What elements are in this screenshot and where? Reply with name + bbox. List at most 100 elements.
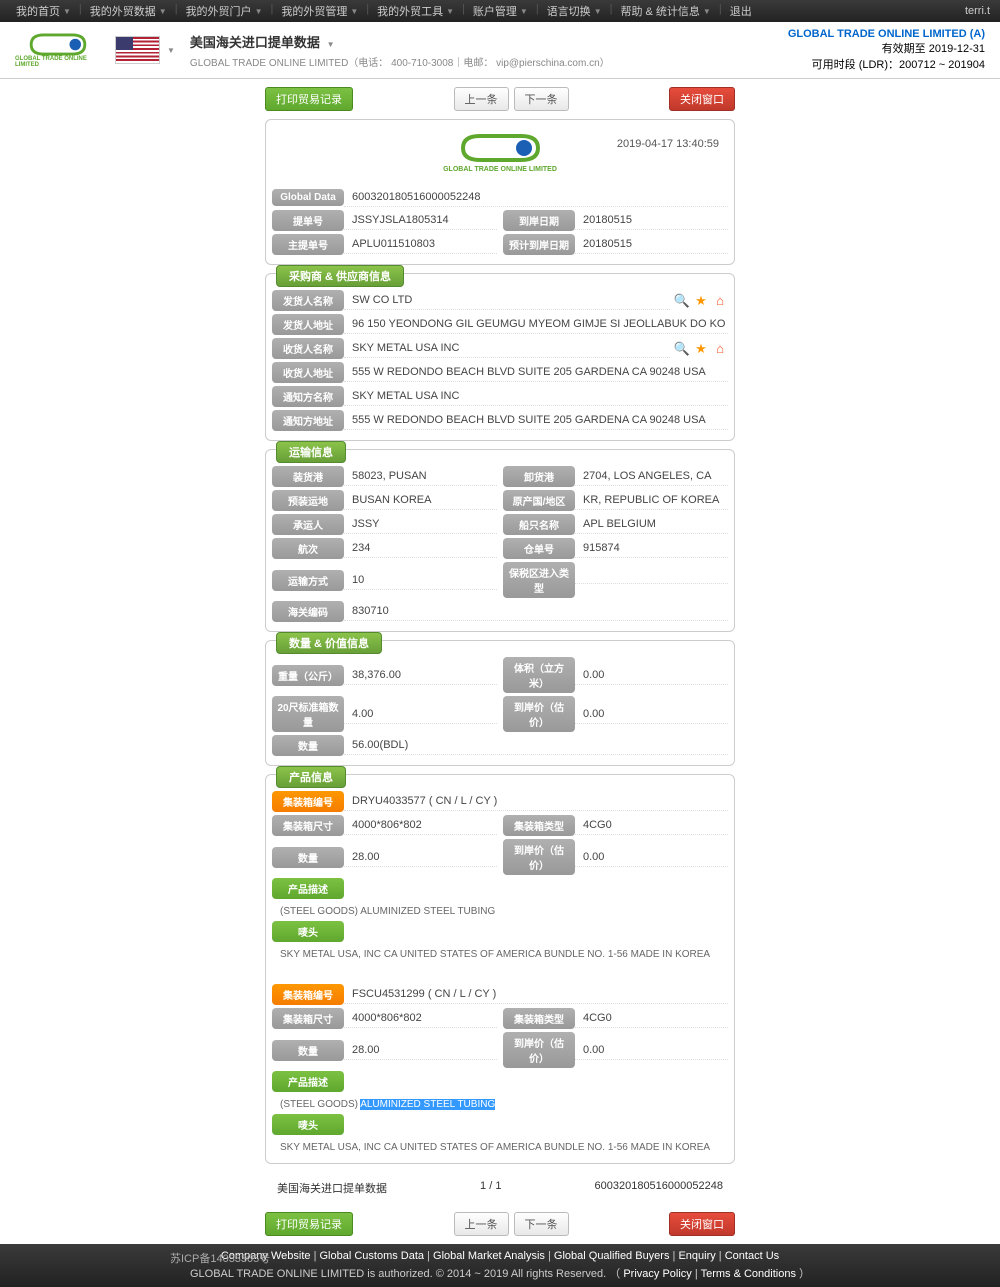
field-value: 38,376.00 — [344, 666, 497, 685]
field-label: 产品描述 — [272, 1071, 344, 1092]
field-label: 海关编码 — [272, 601, 344, 622]
field-label: 卸货港 — [503, 466, 575, 487]
star-icon[interactable]: ★ — [693, 293, 709, 309]
field-label: 20尺标准箱数量 — [272, 696, 344, 732]
field-value: 4000*806*802 — [344, 1009, 497, 1028]
field-label: 通知方地址 — [272, 410, 344, 431]
field-label: 主提单号 — [272, 234, 344, 255]
flag-icon — [115, 36, 160, 64]
star-icon[interactable]: ★ — [693, 341, 709, 357]
footer-link[interactable]: Contact Us — [725, 1250, 779, 1262]
field-label: Global Data — [272, 189, 344, 206]
field-label: 航次 — [272, 538, 344, 559]
nav-item[interactable]: 我的外贸工具▼ — [371, 3, 460, 19]
source-label: 美国海关进口提单数据 — [277, 1180, 387, 1196]
product-desc: (STEEL GOODS) ALUMINIZED STEEL TUBING — [272, 902, 728, 921]
field-value: SW CO LTD — [344, 291, 670, 310]
action-bar: 打印贸易记录 上一条 下一条 关闭窗口 — [0, 79, 1000, 119]
field-value: SKY METAL USA INC — [344, 339, 670, 358]
nav-item[interactable]: 我的外贸门户▼ — [180, 3, 269, 19]
field-value: 0.00 — [575, 1041, 728, 1060]
chevron-down-icon[interactable]: ▼ — [167, 46, 175, 55]
account-info: GLOBAL TRADE ONLINE LIMITED (A) 有效期至 201… — [788, 28, 985, 72]
global-data-card: GLOBAL TRADE ONLINE LIMITED 2019-04-17 1… — [265, 119, 735, 265]
page-subtitle: GLOBAL TRADE ONLINE LIMITED（电话： 400-710-… — [190, 54, 610, 69]
footer-link[interactable]: Enquiry — [678, 1250, 715, 1262]
field-value: 20180515 — [575, 235, 728, 254]
field-label: 船只名称 — [503, 514, 575, 535]
field-value: 555 W REDONDO BEACH BLVD SUITE 205 GARDE… — [344, 363, 728, 382]
field-value: 96 150 YEONDONG GIL GEUMGU MYEOM GIMJE S… — [344, 315, 728, 334]
trade-card: 采购商 & 供应商信息 发货人名称SW CO LTD🔍★⌂发货人地址96 150… — [265, 273, 735, 441]
print-button[interactable]: 打印贸易记录 — [265, 87, 353, 111]
nav-item[interactable]: 我的外贸数据▼ — [84, 3, 173, 19]
field-label: 原产国/地区 — [503, 490, 575, 511]
field-label: 集装箱编号 — [272, 984, 344, 1005]
close-button[interactable]: 关闭窗口 — [669, 1212, 735, 1236]
action-bar-bottom: 打印贸易记录 上一条 下一条 关闭窗口 — [0, 1204, 1000, 1244]
company-name: GLOBAL TRADE ONLINE LIMITED (A) — [788, 28, 985, 40]
field-label: 收货人名称 — [272, 338, 344, 359]
card-title: 运输信息 — [276, 441, 346, 463]
field-label: 仓单号 — [503, 538, 575, 559]
search-icon[interactable]: 🔍 — [674, 341, 690, 357]
field-label: 保税区进入类型 — [503, 562, 575, 598]
field-value: 20180515 — [575, 211, 728, 230]
footer-link[interactable]: Global Customs Data — [320, 1250, 425, 1262]
footer-link[interactable]: Global Market Analysis — [433, 1250, 545, 1262]
search-icon[interactable]: 🔍 — [674, 293, 690, 309]
field-value: JSSY — [344, 515, 497, 534]
field-value: 58023, PUSAN — [344, 467, 497, 486]
field-label: 数量 — [272, 735, 344, 756]
field-label: 集装箱编号 — [272, 791, 344, 812]
nav-item[interactable]: 账户管理▼ — [467, 3, 534, 19]
footer-link[interactable]: Global Qualified Buyers — [554, 1250, 670, 1262]
top-bar: 我的首页▼|我的外贸数据▼|我的外贸门户▼|我的外贸管理▼|我的外贸工具▼|账户… — [0, 0, 1000, 22]
terms-link[interactable]: Terms & Conditions — [701, 1268, 796, 1280]
print-button[interactable]: 打印贸易记录 — [265, 1212, 353, 1236]
field-value: 600320180516000052248 — [344, 188, 728, 207]
page-title-block: 美国海关进口提单数据 ▼ GLOBAL TRADE ONLINE LIMITED… — [190, 32, 610, 69]
field-value: 28.00 — [344, 848, 497, 867]
nav-item[interactable]: 我的外贸管理▼ — [275, 3, 364, 19]
nav-item[interactable]: 退出 — [724, 3, 758, 19]
field-value: 0.00 — [575, 848, 728, 867]
field-value: 555 W REDONDO BEACH BLVD SUITE 205 GARDE… — [344, 411, 728, 430]
product-desc: (STEEL GOODS) ALUMINIZED STEEL TUBING — [272, 1095, 728, 1114]
nav-item[interactable]: 语言切换▼ — [541, 3, 608, 19]
close-button[interactable]: 关闭窗口 — [669, 87, 735, 111]
chevron-down-icon[interactable]: ▼ — [327, 40, 335, 49]
copyright: GLOBAL TRADE ONLINE LIMITED is authorize… — [0, 1265, 1000, 1281]
field-value: FSCU4531299 ( CN / L / CY ) — [344, 985, 728, 1004]
footer-links: Company Website | Global Customs Data | … — [0, 1250, 1000, 1262]
field-label: 重量（公斤） — [272, 665, 344, 686]
field-value: 0.00 — [575, 666, 728, 685]
field-value: 4000*806*802 — [344, 816, 497, 835]
nav-item[interactable]: 我的首页▼ — [10, 3, 77, 19]
field-value: 4.00 — [344, 705, 497, 724]
field-label: 运输方式 — [272, 570, 344, 591]
product-card: 产品信息 集装箱编号DRYU4033577 ( CN / L / CY )集装箱… — [265, 774, 735, 1164]
period: 可用时段 (LDR)：200712 ~ 201904 — [788, 56, 985, 72]
field-value: 10 — [344, 571, 497, 590]
home-icon[interactable]: ⌂ — [712, 293, 728, 309]
icp-link[interactable]: 苏ICP备14033305号 — [170, 1250, 270, 1266]
card-title: 采购商 & 供应商信息 — [276, 265, 404, 287]
home-icon[interactable]: ⌂ — [712, 341, 728, 357]
bottom-bar: 苏ICP备14033305号 Company Website | Global … — [0, 1244, 1000, 1287]
prev-button[interactable]: 上一条 — [454, 87, 509, 111]
record-id: 600320180516000052248 — [595, 1180, 723, 1196]
timestamp: 2019-04-17 13:40:59 — [617, 138, 719, 150]
next-button[interactable]: 下一条 — [514, 87, 569, 111]
field-value: BUSAN KOREA — [344, 491, 497, 510]
privacy-link[interactable]: Privacy Policy — [623, 1268, 691, 1280]
prev-button[interactable]: 上一条 — [454, 1212, 509, 1236]
product-mark: SKY METAL USA, INC CA UNITED STATES OF A… — [272, 1138, 728, 1157]
next-button[interactable]: 下一条 — [514, 1212, 569, 1236]
nav-item[interactable]: 帮助 & 统计信息▼ — [614, 3, 716, 19]
field-label: 预装运地 — [272, 490, 344, 511]
field-label: 发货人地址 — [272, 314, 344, 335]
field-value: 0.00 — [575, 705, 728, 724]
field-label: 体积（立方米） — [503, 657, 575, 693]
field-value: 56.00(BDL) — [344, 736, 728, 755]
